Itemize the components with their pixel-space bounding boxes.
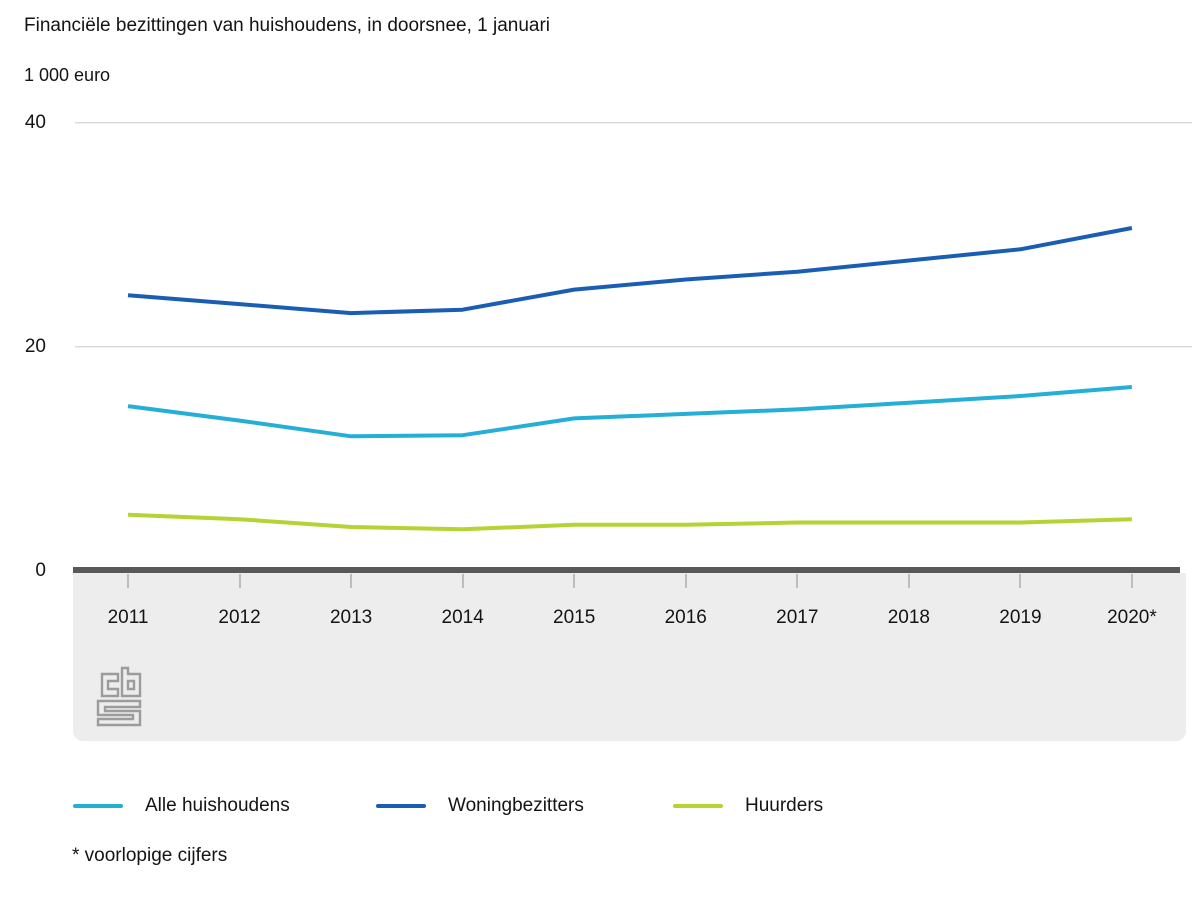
series-line-alle-huishoudens[interactable]	[127, 385, 1133, 439]
x-tick-label: 2020*	[1107, 607, 1157, 628]
cbs-logo-icon	[96, 666, 142, 727]
x-tick-mark	[350, 574, 353, 588]
x-tick-mark	[907, 574, 910, 588]
y-tick-label: 40	[24, 111, 46, 133]
legend-swatch	[673, 803, 723, 809]
x-tick-label: 2018	[887, 607, 930, 628]
legend-label: Huurders	[745, 795, 824, 816]
legend-item-woningbezitters[interactable]: Woningbezitters	[376, 795, 584, 817]
x-tick-label: 2017	[776, 607, 819, 628]
footnote: * voorlopige cijfers	[72, 845, 228, 866]
legend-item-huurders[interactable]: Huurders	[673, 795, 823, 817]
x-tick-mark	[1130, 574, 1133, 588]
y-tick-label: 0	[35, 559, 46, 581]
x-tick-label: 2011	[107, 607, 149, 628]
chart-title: Financiële bezittingen van huishoudens, …	[24, 15, 551, 36]
legend-swatch	[73, 803, 123, 809]
series-line-woningbezitters[interactable]	[127, 226, 1133, 316]
x-tick-label: 2014	[441, 607, 484, 628]
x-tick-mark	[796, 574, 799, 588]
legend-label: Woningbezitters	[448, 795, 584, 816]
x-tick-mark	[684, 574, 687, 588]
unit-label: 1 000 euro	[24, 65, 111, 85]
x-tick-mark	[573, 574, 576, 588]
x-axis-band	[73, 573, 1186, 741]
y-tick-label: 20	[24, 335, 46, 357]
x-tick-label: 2013	[329, 607, 373, 628]
legend-swatch	[376, 803, 426, 809]
x-tick-mark	[127, 574, 129, 588]
x-tick-label: 2016	[664, 607, 707, 628]
legend-item-alle-huishoudens[interactable]: Alle huishoudens	[73, 795, 290, 817]
x-tick-label: 2015	[553, 607, 596, 628]
x-tick-mark	[238, 574, 241, 588]
x-tick-mark	[1019, 574, 1022, 588]
x-axis-zero-line	[73, 567, 1180, 573]
x-tick-mark	[461, 574, 464, 588]
x-tick-label: 2012	[218, 607, 261, 628]
x-tick-label: 2019	[999, 607, 1042, 628]
legend-label: Alle huishoudens	[145, 795, 290, 816]
series-line-huurders[interactable]	[127, 512, 1132, 532]
